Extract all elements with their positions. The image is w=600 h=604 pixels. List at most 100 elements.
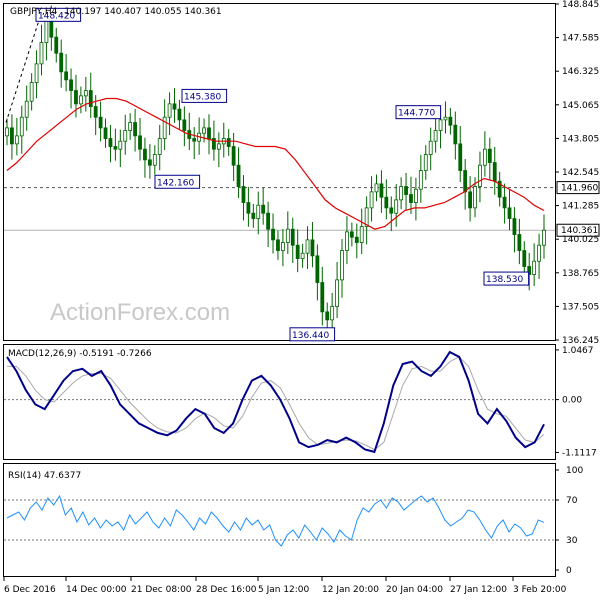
x-tick-label: 21 Dec 08:00 <box>131 585 192 595</box>
x-tick-label: 14 Dec 00:00 <box>66 585 127 595</box>
candle-body <box>93 106 98 118</box>
candle-body <box>83 90 88 97</box>
rsi-line <box>6 494 545 547</box>
price-y-tick-label: 148.845 <box>562 0 599 10</box>
annotation-label: 145.380 <box>184 92 221 102</box>
candle-body <box>226 138 231 147</box>
candle-body <box>349 231 354 238</box>
candle-body <box>379 183 384 198</box>
annotation-label: 148.420 <box>38 11 75 21</box>
candle-body <box>310 239 315 257</box>
candle-body <box>276 239 280 251</box>
candle-body <box>5 127 9 137</box>
candle-body <box>285 228 290 243</box>
candle-body <box>261 204 266 214</box>
x-tick-label: 20 Jan 04:00 <box>386 585 443 595</box>
candle-body <box>512 218 517 235</box>
watermark: ActionForex.com <box>50 299 230 326</box>
price-y-tick-label: 141.285 <box>562 202 599 212</box>
candle-body <box>39 42 44 65</box>
level-value-label: 141.960 <box>561 184 598 194</box>
candle-body <box>98 116 103 129</box>
candle-body <box>236 164 241 187</box>
macd-line <box>6 350 545 454</box>
candle-body <box>418 170 423 190</box>
candle-body <box>74 90 78 105</box>
candle-body <box>492 162 497 182</box>
candle-body <box>246 202 251 214</box>
x-tick-label: 6 Dec 2016 <box>4 585 56 595</box>
candle-body <box>59 52 64 73</box>
candle-body <box>507 207 512 219</box>
candle-body <box>532 260 537 275</box>
price-pane-frame <box>3 3 556 341</box>
candle-body <box>320 282 325 313</box>
candle-body <box>295 244 300 259</box>
price-y-tick-label: 145.065 <box>562 101 599 111</box>
candle-body <box>364 207 369 227</box>
price-annotations-group: 148.420 145.380 142.160 136.440 144.770 138.5… <box>35 7 530 342</box>
candle-body <box>458 143 463 171</box>
level-value-box <box>556 181 600 195</box>
candle-body <box>128 122 133 131</box>
candle-body <box>241 186 246 203</box>
price-y-tick-label: 143.805 <box>562 134 599 144</box>
macd-pane-frame <box>3 344 556 460</box>
candle-body <box>202 127 206 134</box>
price-y-tick-label: 136.245 <box>562 336 599 346</box>
candle-body <box>266 212 271 230</box>
annotation-box <box>35 7 82 22</box>
candle-body <box>231 146 236 166</box>
candle-body <box>280 242 285 251</box>
current-price-label: 140.361 <box>561 226 598 236</box>
candle-body <box>103 127 108 139</box>
candle-body <box>14 135 19 145</box>
trendline-dashed <box>5 15 41 123</box>
candle-body <box>290 228 295 246</box>
candle-body <box>216 143 221 150</box>
rsi-group: 100 70 30 0 <box>4 466 583 576</box>
rsi-y-tick-label: 100 <box>566 466 583 476</box>
candle-body <box>359 226 364 243</box>
candle-body <box>325 311 330 321</box>
candle-body <box>10 127 14 145</box>
annotation-label: 142.160 <box>157 178 194 188</box>
candle-body <box>182 119 187 131</box>
price-y-tick-label: 147.585 <box>562 34 599 44</box>
moving-average-line <box>6 97 545 230</box>
price-y-tick-label: 138.765 <box>562 269 599 279</box>
macd-group: 1.0467 0.00 -1.1117 <box>4 346 597 458</box>
x-tick-label: 5 Jan 12:00 <box>258 585 310 595</box>
candle-body <box>330 306 335 321</box>
price-y-axis: 148.845 147.585 146.325 145.065 143.805 142.5… <box>555 0 599 346</box>
candle-body <box>152 154 157 166</box>
candle-body <box>448 116 453 126</box>
annotation-box <box>483 271 530 286</box>
candle-body <box>463 170 468 193</box>
x-tick-label: 12 Jan 20:00 <box>322 585 379 595</box>
price-y-tick-label: 140.025 <box>562 235 599 245</box>
candle-body <box>172 103 177 110</box>
candle-body <box>468 191 473 209</box>
candle-body <box>453 124 458 145</box>
candle-body <box>369 191 374 209</box>
candle-body <box>345 231 349 251</box>
candle-body <box>256 204 261 219</box>
candle-body <box>162 116 167 139</box>
candle-body <box>374 183 379 193</box>
candle-body <box>389 207 394 214</box>
candle-body <box>167 103 172 118</box>
annotation-box <box>154 174 201 189</box>
candle-body <box>473 186 477 209</box>
candle-body <box>19 116 24 137</box>
candle-body <box>113 146 118 150</box>
rsi-y-tick-label: 70 <box>566 496 578 506</box>
macd-y-tick-label: -1.1117 <box>562 448 597 458</box>
candle-body <box>335 279 339 307</box>
candle-body <box>157 138 162 155</box>
candle-body <box>69 79 73 91</box>
candle-body <box>177 108 182 121</box>
candle-body <box>192 138 197 142</box>
candle-body <box>354 236 359 243</box>
